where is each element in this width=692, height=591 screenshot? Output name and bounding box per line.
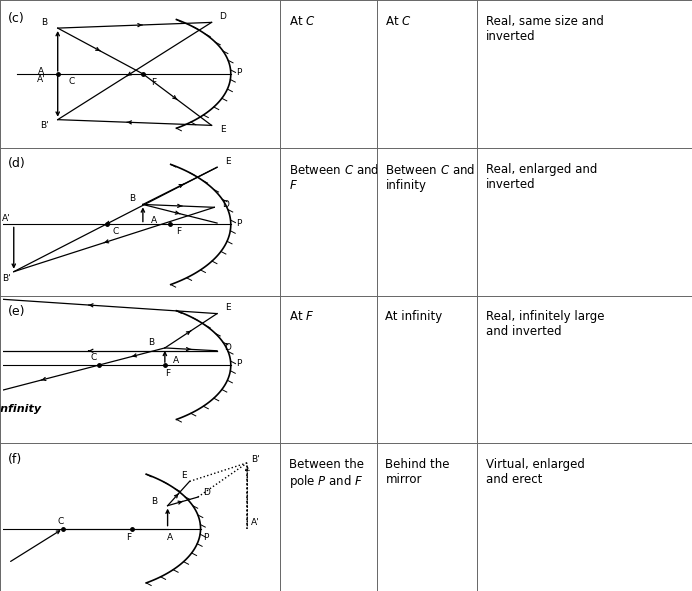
Text: P: P [203, 532, 209, 541]
Text: Infinity: Infinity [0, 404, 42, 414]
Text: D: D [203, 488, 210, 497]
Text: A': A' [251, 518, 260, 527]
Text: B': B' [39, 121, 48, 130]
Text: At $F$: At $F$ [289, 310, 314, 323]
Text: (c): (c) [8, 12, 25, 25]
Text: P: P [237, 68, 242, 77]
Text: A: A [167, 532, 174, 541]
Text: Behind the
mirror: Behind the mirror [385, 458, 450, 486]
Text: A: A [173, 356, 179, 365]
Text: B': B' [2, 274, 11, 283]
Text: At infinity: At infinity [385, 310, 443, 323]
Text: P: P [237, 219, 242, 228]
Text: B: B [151, 497, 157, 506]
Text: F: F [152, 78, 156, 87]
Text: F: F [127, 532, 131, 541]
Text: A': A' [37, 75, 46, 84]
Text: F: F [165, 369, 170, 378]
Text: B: B [41, 18, 47, 27]
Text: Real, infinitely large
and inverted: Real, infinitely large and inverted [486, 310, 604, 338]
Text: Virtual, enlarged
and erect: Virtual, enlarged and erect [486, 458, 585, 486]
Text: D: D [222, 200, 229, 209]
Text: At $C$: At $C$ [289, 15, 315, 28]
Text: D: D [225, 343, 232, 352]
Text: (e): (e) [8, 305, 26, 318]
Text: C: C [90, 353, 97, 362]
Text: E: E [225, 303, 231, 313]
Text: At $C$: At $C$ [385, 15, 412, 28]
Text: B: B [148, 337, 154, 347]
Text: F: F [176, 227, 181, 236]
Text: C: C [57, 517, 64, 526]
Text: A': A' [2, 215, 11, 223]
Text: Between the
pole $P$ and $F$: Between the pole $P$ and $F$ [289, 458, 363, 491]
Text: (d): (d) [8, 157, 26, 170]
Text: E: E [181, 471, 187, 480]
Text: Real, same size and
inverted: Real, same size and inverted [486, 15, 603, 43]
Text: D: D [219, 12, 226, 21]
Text: C: C [69, 76, 75, 86]
Text: E: E [225, 157, 231, 166]
Text: Between $C$ and
$F$: Between $C$ and $F$ [289, 163, 379, 191]
Text: C: C [112, 227, 118, 236]
Text: (f): (f) [8, 453, 23, 466]
Text: Real, enlarged and
inverted: Real, enlarged and inverted [486, 163, 597, 190]
Text: B': B' [251, 456, 260, 465]
Text: B: B [129, 194, 135, 203]
Text: Between $C$ and
infinity: Between $C$ and infinity [385, 163, 475, 191]
Text: A: A [38, 67, 44, 76]
Text: E: E [220, 125, 226, 134]
Text: A: A [151, 216, 157, 225]
Text: P: P [237, 359, 242, 368]
